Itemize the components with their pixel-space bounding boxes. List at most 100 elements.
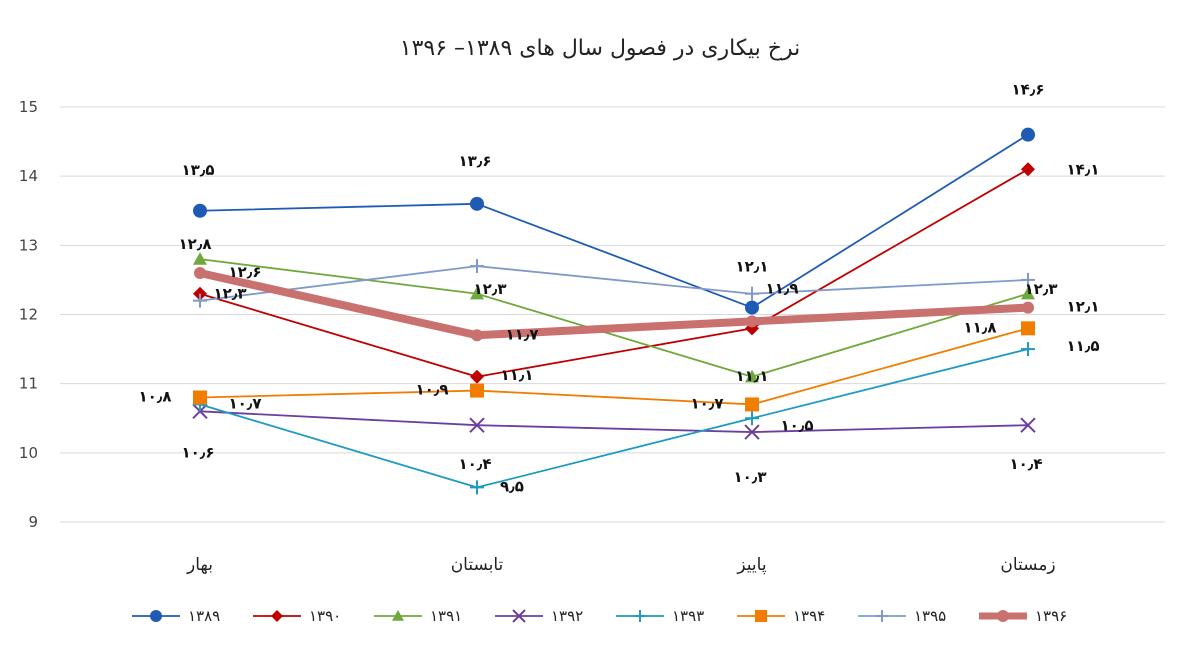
data-point xyxy=(470,369,484,384)
data-label: ۱۰٫۷ xyxy=(690,394,723,412)
data-label: ۱۰٫۸ xyxy=(138,388,171,406)
series-line-8 xyxy=(196,269,1032,340)
data-point xyxy=(744,424,760,440)
x-tick-label: بهار xyxy=(186,555,213,575)
legend-label: ۱۳۹۴ xyxy=(793,607,825,625)
data-point xyxy=(193,293,207,308)
data-label-layer: ۱۳٫۵ ۱۳٫۶ ۱۲٫۱ ۱۴٫۶ ۱۱٫۱ ۱۴٫۱ ۱۲٫۸ ۱۲٫۳ ۱۱٫۱ ۱۲٫۳… xyxy=(138,81,1099,496)
data-point xyxy=(193,203,207,218)
legend-label: ۱۳۹۰ xyxy=(309,607,341,625)
data-label: ۱۰٫۳ xyxy=(733,468,766,486)
data-label: ۱۲٫۳ xyxy=(213,285,246,303)
data-label: ۱۰٫۵ xyxy=(780,416,813,434)
data-point xyxy=(193,252,207,265)
data-point xyxy=(470,196,484,211)
data-label: ۱۲٫۱ xyxy=(1066,298,1099,316)
y-tick-label: 9 xyxy=(28,513,38,531)
data-point xyxy=(470,259,484,274)
data-point xyxy=(1022,301,1034,314)
series-line-1 xyxy=(199,133,1029,309)
legend-marker xyxy=(876,610,888,622)
axis-layer: 9 10 11 12 13 14 15 بهار تابستان پاییز زمستان xyxy=(19,98,1056,575)
data-label: ۱۲٫۳ xyxy=(473,280,506,298)
data-label: ۱۴٫۶ xyxy=(1011,81,1044,99)
series-4 xyxy=(192,403,1036,440)
series-line-5 xyxy=(199,348,1029,489)
y-tick-label: 11 xyxy=(19,375,38,393)
series-layer xyxy=(192,127,1036,495)
series-3 xyxy=(193,252,1035,383)
series-8 xyxy=(194,267,1034,342)
data-point xyxy=(746,315,758,328)
data-label: ۱۰٫۴ xyxy=(458,455,491,473)
series-line-4 xyxy=(199,410,1029,433)
data-point xyxy=(469,417,485,433)
y-tick-label: 10 xyxy=(19,444,38,462)
data-point xyxy=(1021,286,1035,300)
data-label: ۱۲٫۶ xyxy=(228,263,261,281)
series-line-7 xyxy=(199,265,1029,302)
y-tick-label: 15 xyxy=(19,98,38,116)
series-1 xyxy=(193,127,1035,315)
x-tick-label: پاییز xyxy=(736,555,766,575)
y-tick-label: 12 xyxy=(19,306,38,324)
legend-marker xyxy=(271,610,283,622)
legend-marker xyxy=(392,610,404,621)
data-label: ۱۱٫۵ xyxy=(1066,337,1099,355)
data-point xyxy=(193,390,207,405)
data-label: ۱۳٫۵ xyxy=(181,161,214,179)
data-point xyxy=(1021,321,1035,336)
legend-label: ۱۳۹۲ xyxy=(551,607,583,625)
data-point xyxy=(1021,342,1035,357)
legend-label: ۱۳۹۳ xyxy=(672,607,704,625)
series-7 xyxy=(193,259,1035,308)
data-label: ۱۳٫۶ xyxy=(458,152,491,170)
legend-item-1: ۱۳۸۹ xyxy=(132,607,220,625)
data-point xyxy=(745,411,759,426)
data-label: ۱۰٫۶ xyxy=(181,443,214,461)
series-6 xyxy=(193,321,1035,412)
legend-label: ۱۳۹۵ xyxy=(914,607,946,625)
x-tick-label: تابستان xyxy=(451,555,504,575)
data-label: ۱۱٫۸ xyxy=(963,318,996,336)
y-tick-label: 13 xyxy=(19,236,38,254)
data-point xyxy=(194,267,206,279)
legend-item-5: ۱۳۹۳ xyxy=(616,607,704,625)
x-tick-label: زمستان xyxy=(1000,555,1055,575)
legend-marker xyxy=(634,610,646,622)
data-point xyxy=(471,329,483,342)
data-label: ۱۱٫۹ xyxy=(765,279,798,297)
legend-item-6: ۱۳۹۴ xyxy=(737,607,825,625)
legend-item-2: ۱۳۹۰ xyxy=(253,607,341,625)
data-label: ۱۴٫۱ xyxy=(1066,160,1099,178)
data-point xyxy=(1021,127,1035,142)
legend-label: ۱۳۸۹ xyxy=(188,607,220,625)
data-point xyxy=(745,397,759,412)
data-label: ۱۱٫۱ xyxy=(735,367,768,385)
legend: ۱۳۸۹ ۱۳۹۰ ۱۳۹۱ ۱۳۹۲ ۱۳۹۳ ۱۳۹۴ ۱۳۹۵ ۱۳۹۶ xyxy=(132,607,1067,625)
legend-item-3: ۱۳۹۱ xyxy=(374,607,462,625)
legend-marker xyxy=(755,610,767,622)
chart-title: نرخ بیکاری در فصول سال های ۱۳۸۹– ۱۳۹۶ xyxy=(400,36,800,61)
data-label: ۱۲٫۳ xyxy=(1024,280,1057,298)
data-label: ۱۲٫۱ xyxy=(735,258,768,276)
data-point xyxy=(470,480,484,495)
legend-label: ۱۳۹۱ xyxy=(430,607,462,625)
data-point xyxy=(470,383,484,398)
data-label: ۱۱٫۷ xyxy=(505,325,538,343)
data-point xyxy=(1021,162,1035,177)
data-point xyxy=(745,369,759,383)
data-point xyxy=(1020,417,1036,433)
legend-item-7: ۱۳۹۵ xyxy=(858,607,946,625)
series-line-2 xyxy=(199,168,1029,378)
legend-label: ۱۳۹۶ xyxy=(1035,607,1067,625)
legend-item-8: ۱۳۹۶ xyxy=(979,607,1067,625)
data-label: ۱۰٫۷ xyxy=(228,394,261,412)
data-point xyxy=(745,300,759,315)
data-label: ۱۱٫۱ xyxy=(500,366,533,384)
y-tick-label: 14 xyxy=(19,167,38,185)
legend-marker xyxy=(512,609,526,623)
legend-item-4: ۱۳۹۲ xyxy=(495,607,583,625)
